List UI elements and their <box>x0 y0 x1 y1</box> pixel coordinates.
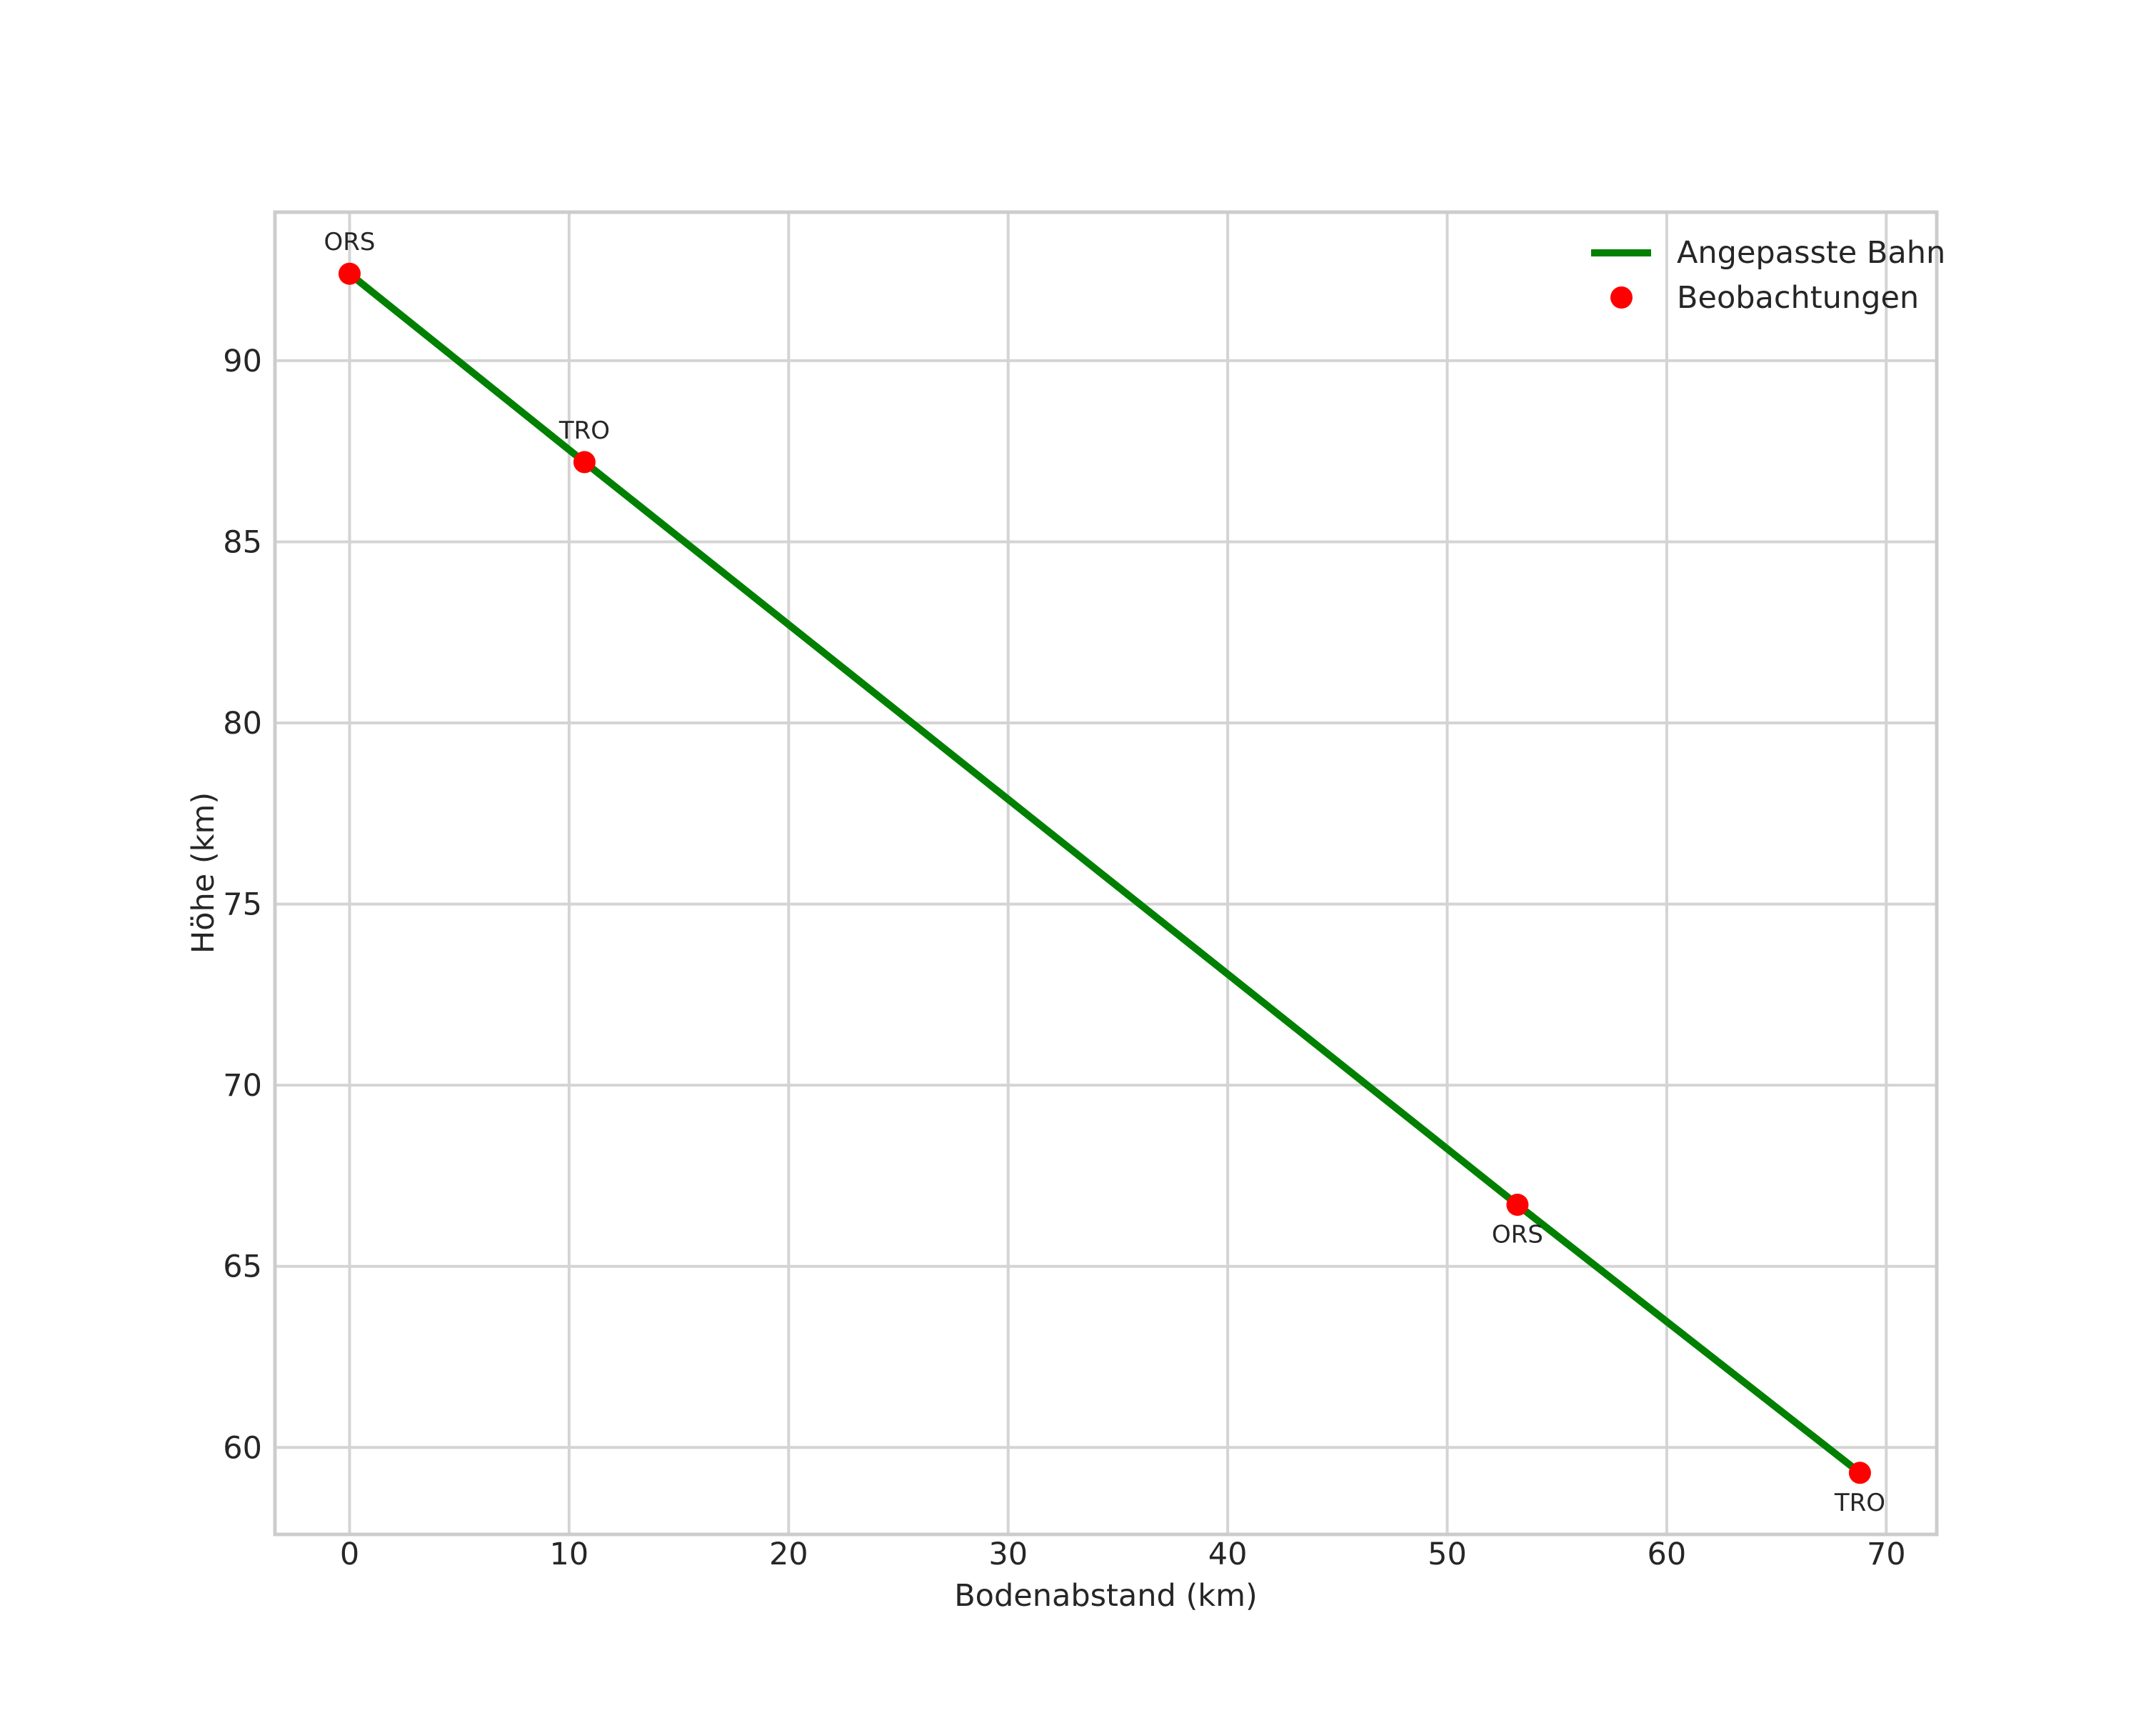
plot-frame <box>273 210 1939 1537</box>
x-tick-label: 60 <box>1648 1537 1687 1572</box>
legend-entry-observations: Beobachtungen <box>1591 275 1945 320</box>
line-swatch-icon <box>1591 249 1651 256</box>
x-tick-label: 30 <box>988 1537 1028 1572</box>
legend-label: Angepasste Bahn <box>1677 234 1946 271</box>
observation-point <box>1848 1462 1871 1484</box>
point-label: ORS <box>324 228 376 256</box>
point-label: TRO <box>1834 1489 1885 1517</box>
y-tick-label: 90 <box>223 344 262 379</box>
y-tick-label: 65 <box>223 1249 262 1285</box>
legend-label: Beobachtungen <box>1677 279 1920 316</box>
y-tick-label: 60 <box>223 1430 262 1466</box>
observation-point <box>573 451 596 474</box>
y-tick-label: 85 <box>223 524 262 560</box>
x-axis-title: Bodenabstand (km) <box>954 1578 1258 1614</box>
x-tick-label: 50 <box>1428 1537 1467 1572</box>
observation-point <box>1506 1194 1529 1217</box>
x-tick-label: 0 <box>340 1537 359 1572</box>
y-tick-label: 80 <box>223 706 262 741</box>
dot-swatch-icon <box>1591 286 1651 309</box>
legend: Angepasste Bahn Beobachtungen <box>1591 230 1945 320</box>
x-tick-label: 40 <box>1208 1537 1248 1572</box>
fitted-trajectory-line <box>346 270 1864 1477</box>
x-tick-label: 70 <box>1867 1537 1906 1572</box>
y-tick-label: 75 <box>223 887 262 923</box>
legend-entry-fitted-line: Angepasste Bahn <box>1591 230 1945 275</box>
observation-point <box>339 262 361 285</box>
point-label: ORS <box>1492 1221 1543 1249</box>
x-tick-label: 20 <box>769 1537 808 1572</box>
x-tick-label: 10 <box>550 1537 589 1572</box>
point-label: TRO <box>558 416 610 445</box>
y-axis-title: Höhe (km) <box>186 791 221 954</box>
y-tick-label: 70 <box>223 1068 262 1104</box>
